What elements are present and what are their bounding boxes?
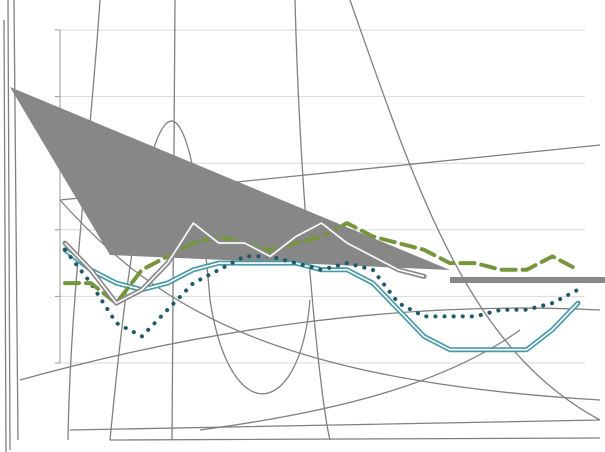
series-line-inner: [64, 222, 425, 304]
series-line: [63, 221, 580, 306]
series-line: [63, 247, 580, 339]
glitch-triangle: [10, 87, 450, 270]
glitch-bar: [450, 277, 605, 283]
